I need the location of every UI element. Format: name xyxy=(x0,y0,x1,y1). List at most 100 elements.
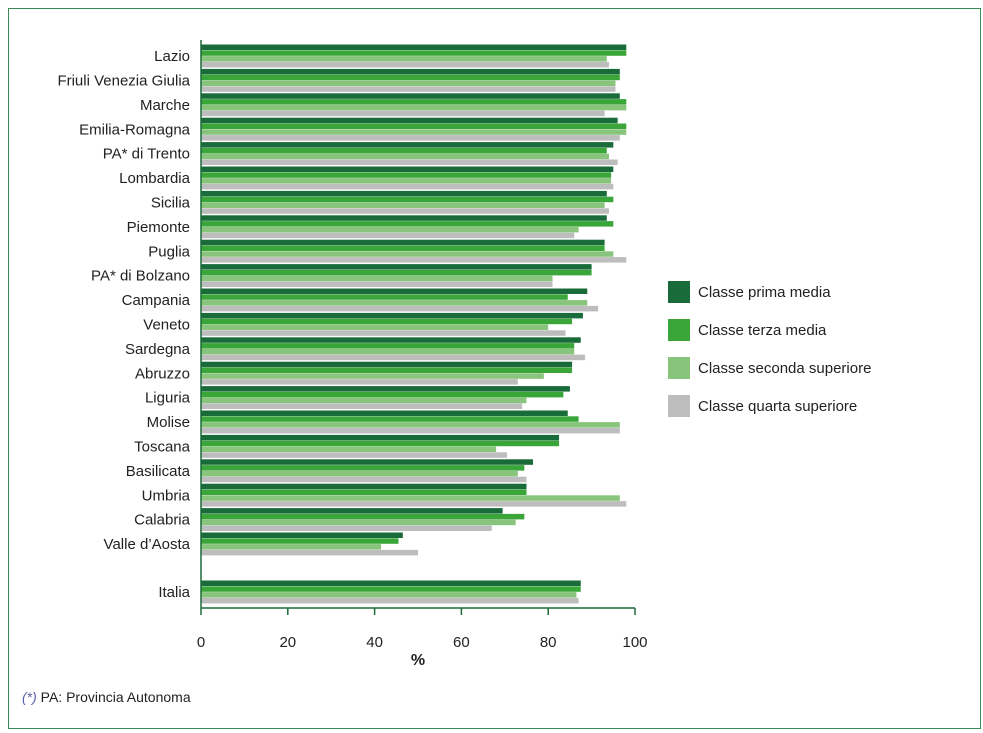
category-label: PA* di Bolzano xyxy=(91,268,190,285)
bar xyxy=(201,446,497,452)
bar xyxy=(201,397,527,404)
bar xyxy=(201,50,627,56)
legend-item: Classe seconda superiore xyxy=(668,357,871,379)
x-axis-label: % xyxy=(411,652,425,669)
bar xyxy=(201,525,492,531)
bar xyxy=(201,104,627,111)
bar xyxy=(201,281,553,287)
bar xyxy=(201,318,573,325)
x-tick-label: 60 xyxy=(453,634,470,651)
bar xyxy=(201,275,553,282)
x-tick-label: 100 xyxy=(622,634,647,651)
footnote-text: PA: Provincia Autonoma xyxy=(36,689,191,705)
category-label: Veneto xyxy=(143,317,190,334)
bar xyxy=(201,489,527,495)
bar xyxy=(201,159,618,165)
category-label: Molise xyxy=(147,414,190,431)
bar xyxy=(201,178,612,184)
bar xyxy=(201,495,620,501)
bar xyxy=(201,221,614,227)
category-label: Calabria xyxy=(134,512,191,529)
category-label: Basilicata xyxy=(126,463,191,480)
bar xyxy=(201,196,614,203)
bar xyxy=(201,544,382,550)
legend-swatch xyxy=(668,395,690,417)
bar xyxy=(201,123,627,129)
bar xyxy=(201,592,577,598)
bar xyxy=(201,288,588,294)
category-label: Friuli Venezia Giulia xyxy=(57,73,190,90)
category-label: Emilia-Romagna xyxy=(79,121,191,138)
legend-label: Classe terza media xyxy=(698,321,827,339)
x-tick-label: 0 xyxy=(197,634,205,651)
x-tick-label: 80 xyxy=(540,634,557,651)
bar xyxy=(201,580,581,586)
bar xyxy=(201,519,516,526)
bar xyxy=(201,422,620,428)
legend-label: Classe quarta superiore xyxy=(698,397,858,415)
axes-group: 0 20 40 60 80 100% xyxy=(197,40,648,669)
bar xyxy=(201,202,605,208)
bar xyxy=(201,549,418,556)
bar xyxy=(201,117,618,124)
bar xyxy=(201,416,579,422)
legend-swatch xyxy=(668,357,690,379)
bar xyxy=(201,190,607,197)
legend-swatch xyxy=(668,319,690,341)
legend-item: Classe terza media xyxy=(668,319,871,341)
bar xyxy=(201,330,566,336)
category-label: PA* di Trento xyxy=(103,146,190,163)
bar xyxy=(201,264,592,270)
bar xyxy=(201,440,560,447)
bar xyxy=(201,470,518,477)
bar xyxy=(201,476,527,483)
legend: Classe prima media Classe terza media Cl… xyxy=(668,281,871,433)
bar xyxy=(201,483,527,490)
category-label: Sardegna xyxy=(125,341,191,358)
bar xyxy=(201,348,575,355)
category-label: Marche xyxy=(140,97,190,114)
category-label: Liguria xyxy=(145,390,191,407)
x-tick-label: 20 xyxy=(279,634,296,651)
bar xyxy=(201,337,581,343)
bar xyxy=(201,343,575,349)
bar xyxy=(201,459,534,465)
bar xyxy=(201,166,614,172)
category-label: Umbria xyxy=(142,487,191,504)
category-label: Lazio xyxy=(154,48,190,65)
bar xyxy=(201,391,564,398)
bar xyxy=(201,294,568,300)
bar xyxy=(201,300,588,306)
bar xyxy=(201,427,620,434)
bar xyxy=(201,56,607,62)
category-label: Campania xyxy=(122,292,191,309)
bar xyxy=(201,215,607,221)
bar xyxy=(201,379,518,385)
bar xyxy=(201,110,605,117)
bar xyxy=(201,245,605,251)
category-labels: Lazio Friuli Venezia Giulia Marche Emilia-R… xyxy=(57,48,190,601)
bar xyxy=(201,312,583,319)
bars-group xyxy=(201,44,627,604)
bar xyxy=(201,239,605,246)
bar xyxy=(201,86,616,92)
bar xyxy=(201,93,620,99)
bar xyxy=(201,269,592,276)
bar xyxy=(201,361,573,368)
bar xyxy=(201,129,627,135)
bar xyxy=(201,403,523,409)
bar xyxy=(201,147,607,154)
bar xyxy=(201,354,586,361)
legend-item: Classe quarta superiore xyxy=(668,395,871,417)
bar xyxy=(201,80,616,86)
bar xyxy=(201,597,579,604)
bar xyxy=(201,538,399,544)
bar xyxy=(201,532,403,538)
bar xyxy=(201,465,525,471)
bar xyxy=(201,142,614,148)
category-label: Sicilia xyxy=(151,195,191,212)
bar xyxy=(201,208,609,214)
bar xyxy=(201,513,525,520)
bar xyxy=(201,305,599,312)
